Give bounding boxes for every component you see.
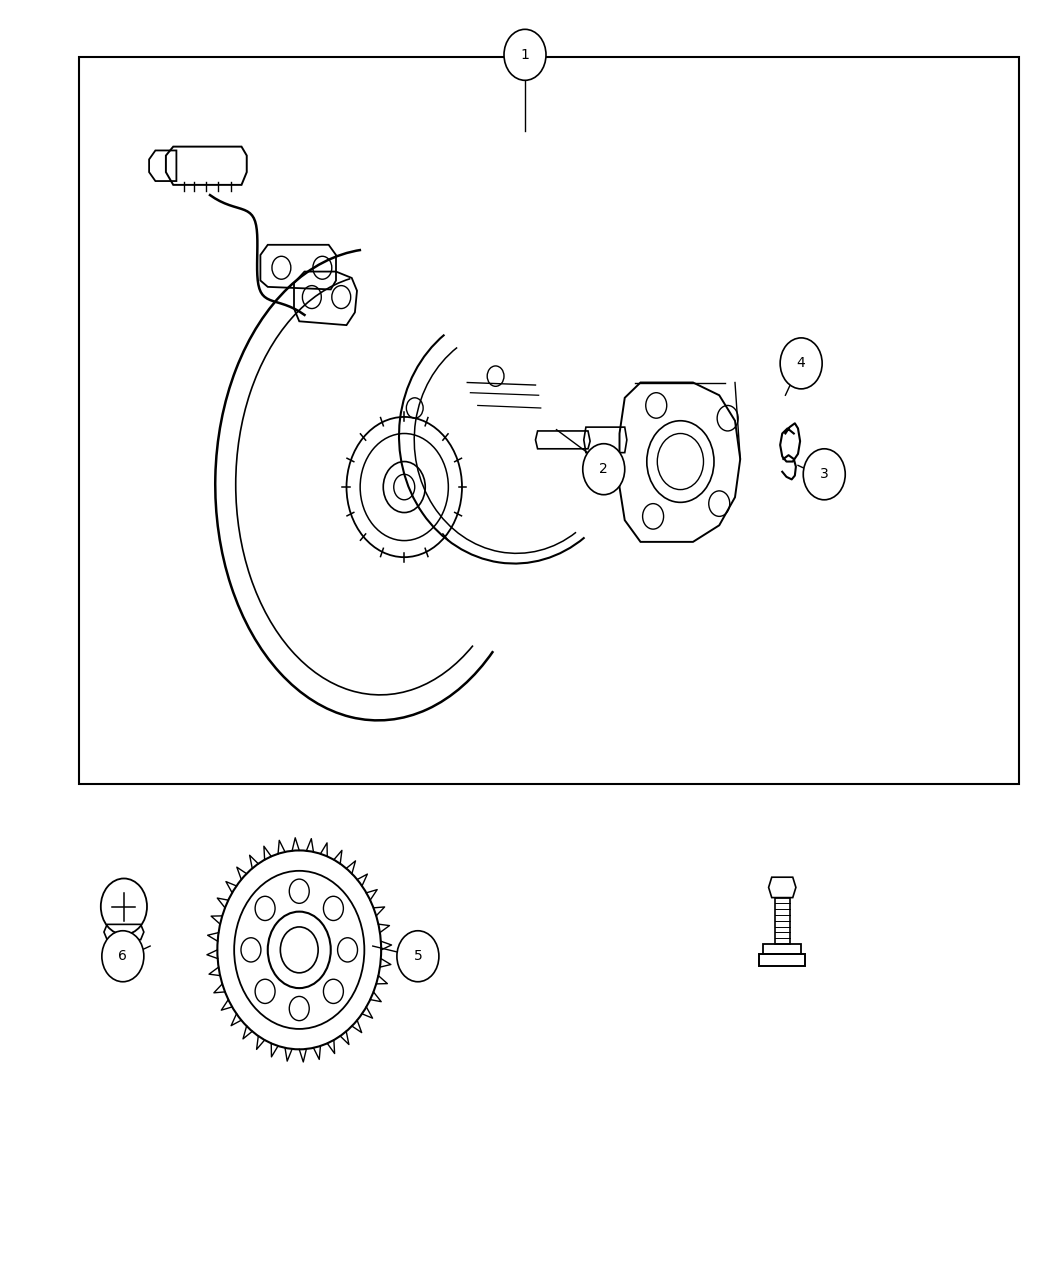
Circle shape (504, 29, 546, 80)
Circle shape (397, 931, 439, 982)
Text: 3: 3 (820, 468, 828, 481)
Text: 4: 4 (797, 357, 805, 370)
Circle shape (583, 444, 625, 495)
Text: 2: 2 (600, 463, 608, 476)
Text: 6: 6 (119, 950, 127, 963)
Text: 1: 1 (521, 48, 529, 61)
Circle shape (803, 449, 845, 500)
Circle shape (102, 931, 144, 982)
Circle shape (780, 338, 822, 389)
Text: 5: 5 (414, 950, 422, 963)
